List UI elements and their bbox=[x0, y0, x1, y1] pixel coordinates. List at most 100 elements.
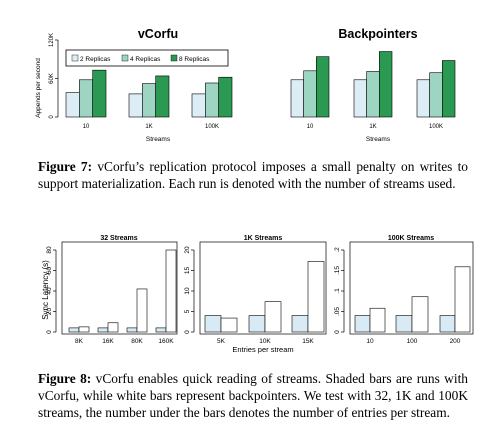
bar bbox=[68, 327, 80, 333]
x-axis-label: Streams bbox=[146, 136, 171, 143]
y-tick-label: .15 bbox=[334, 266, 341, 275]
bar bbox=[369, 307, 386, 333]
y-tick-label: 0 bbox=[49, 115, 55, 119]
x-axis-label: Streams bbox=[366, 136, 391, 143]
legend: 2 Replicas 4 Replicas 8 Replicas bbox=[65, 49, 229, 67]
x-tick-label: 1K bbox=[145, 124, 152, 130]
figure-7-caption: Figure 7: vCorfu’s replication protocol … bbox=[38, 158, 468, 192]
plot-area: 10 1K 100K bbox=[290, 51, 456, 130]
y-tick-label: 40 bbox=[46, 287, 53, 295]
bar bbox=[126, 327, 138, 333]
y-tick-label: .2 bbox=[334, 247, 341, 253]
y-axis-label: Sync Latency (s) bbox=[41, 260, 50, 320]
bar bbox=[416, 79, 430, 118]
chart-title: vCorfu bbox=[138, 27, 178, 41]
bar bbox=[204, 315, 222, 333]
x-axis-label: Entries per stream bbox=[232, 345, 293, 354]
y-tick-label: .1 bbox=[334, 288, 341, 294]
y-tick-label: 60 bbox=[46, 267, 53, 275]
x-tick-label: 200 bbox=[450, 338, 461, 345]
x-tick-label: 10K bbox=[259, 338, 271, 345]
bar bbox=[218, 76, 233, 118]
bar bbox=[379, 51, 393, 118]
bar bbox=[303, 70, 317, 118]
x-tick-label: 16K bbox=[102, 338, 114, 345]
x-tick-label: 10 bbox=[307, 124, 314, 130]
x-tick-label: 5K bbox=[217, 338, 226, 345]
bar bbox=[220, 317, 238, 333]
bar bbox=[454, 266, 471, 333]
figure-8-text: vCorfu enables quick reading of streams.… bbox=[38, 371, 468, 420]
y-tick-label: 80 bbox=[46, 246, 53, 254]
y-tick-label: 0 bbox=[184, 330, 191, 334]
chart-title: 1K Streams bbox=[244, 235, 283, 242]
plot-frame bbox=[199, 241, 327, 335]
legend-swatch-8 bbox=[170, 54, 178, 62]
plot-area: 0 60K 120K 10 1K 100K bbox=[49, 33, 233, 130]
x-tick-label: 160K bbox=[158, 338, 174, 345]
bar bbox=[442, 60, 456, 118]
legend-box bbox=[65, 49, 229, 67]
bar bbox=[142, 83, 156, 118]
legend-label-4: 4 Replicas bbox=[130, 56, 161, 63]
y-tick-label: 0 bbox=[46, 330, 53, 334]
x-tick-label: 80K bbox=[131, 338, 143, 345]
chart-title: Backpointers bbox=[338, 27, 417, 41]
bar bbox=[97, 327, 109, 333]
bar bbox=[290, 79, 304, 118]
x-tick-label: 100K bbox=[205, 124, 219, 130]
bar bbox=[155, 75, 170, 118]
x-tick-label: 8K bbox=[75, 338, 84, 345]
chart-backpointers: Backpointers 10 1K 100K Streams bbox=[290, 27, 456, 143]
y-tick-label: 10 bbox=[184, 287, 191, 295]
plot-frame bbox=[349, 241, 474, 335]
bar bbox=[128, 93, 143, 118]
bar bbox=[291, 315, 309, 333]
chart-1k-streams: 1K Streams 0 5 10 15 20 5K 10K 15K Entries per … bbox=[184, 235, 327, 354]
plot-area: 0 20 40 60 80 8K 16K 80K 160K bbox=[46, 241, 178, 345]
chart-title: 32 Streams bbox=[100, 235, 137, 242]
bar bbox=[366, 71, 380, 118]
bar bbox=[264, 301, 282, 333]
bar bbox=[165, 249, 177, 333]
x-tick-label: 10 bbox=[366, 338, 374, 345]
plot-area: 0 .05 .1 .15 .2 10 100 200 bbox=[334, 241, 474, 345]
y-axis-label: Appends per second bbox=[35, 58, 42, 118]
y-tick-label: 120K bbox=[49, 33, 55, 47]
plot-frame bbox=[61, 241, 178, 335]
figure-8-label: Figure 8: bbox=[38, 371, 92, 386]
chart-32-streams: 32 Streams Sync Latency (s) 0 20 40 60 80 8K 1… bbox=[41, 235, 178, 345]
y-tick-label: 60K bbox=[49, 73, 55, 84]
bar bbox=[136, 288, 148, 333]
legend-swatch-2 bbox=[71, 54, 79, 62]
x-tick-label: 15K bbox=[302, 338, 314, 345]
chart-100k-streams: 100K Streams 0 .05 .1 .15 .2 10 100 200 bbox=[334, 235, 474, 345]
legend-label-2: 2 Replicas bbox=[80, 56, 111, 63]
bar bbox=[79, 79, 93, 118]
y-tick-label: 0 bbox=[334, 330, 341, 334]
chart-title: 100K Streams bbox=[388, 235, 434, 242]
x-tick-label: 100 bbox=[407, 338, 418, 345]
y-tick-label: 15 bbox=[184, 267, 191, 275]
y-tick-label: 20 bbox=[46, 308, 53, 316]
bar bbox=[353, 79, 367, 118]
bar bbox=[307, 261, 325, 333]
bar bbox=[92, 69, 107, 118]
bar bbox=[78, 326, 90, 333]
bar bbox=[205, 82, 219, 118]
bar bbox=[155, 327, 167, 333]
x-tick-label: 10 bbox=[83, 124, 90, 130]
plot-area: 0 5 10 15 20 5K 10K 15K bbox=[184, 241, 327, 345]
y-tick-label: .05 bbox=[334, 307, 341, 316]
figure-8-caption: Figure 8: vCorfu enables quick reading o… bbox=[38, 370, 468, 421]
figure-7-label: Figure 7: bbox=[38, 159, 93, 174]
bar bbox=[65, 92, 80, 118]
bar bbox=[316, 56, 330, 118]
legend-label-8: 8 Replicas bbox=[179, 56, 210, 63]
y-tick-label: 20 bbox=[184, 246, 191, 254]
bar bbox=[411, 296, 429, 333]
bar bbox=[107, 322, 119, 333]
x-tick-label: 1K bbox=[369, 124, 376, 130]
legend-swatch-4 bbox=[121, 54, 129, 62]
